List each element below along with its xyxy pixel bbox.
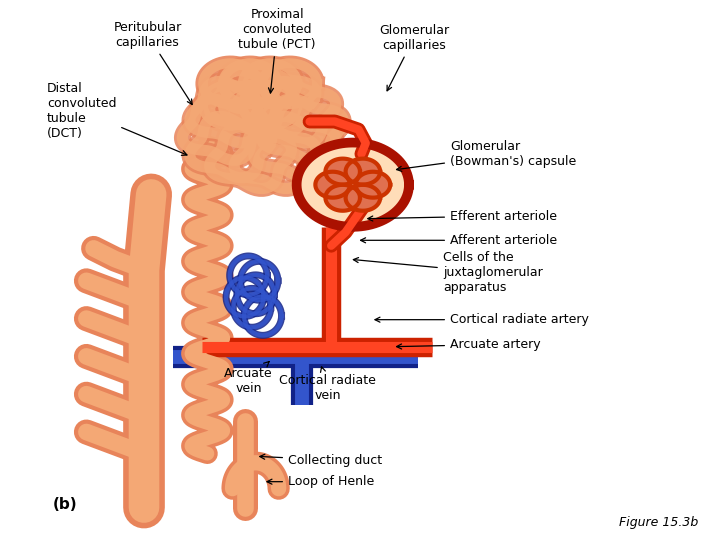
Text: Afferent arteriole: Afferent arteriole: [361, 234, 557, 247]
Polygon shape: [325, 185, 360, 211]
Text: Proximal
convoluted
tubule (PCT): Proximal convoluted tubule (PCT): [238, 8, 316, 93]
Text: Cortical radiate artery: Cortical radiate artery: [375, 313, 589, 326]
Polygon shape: [297, 143, 409, 227]
Polygon shape: [346, 159, 380, 185]
Polygon shape: [346, 185, 380, 211]
Text: Glomerular
(Bowman's) capsule: Glomerular (Bowman's) capsule: [397, 140, 576, 171]
Text: Efferent arteriole: Efferent arteriole: [368, 210, 557, 222]
Text: Arcuate
vein: Arcuate vein: [224, 362, 273, 395]
Text: Loop of Henle: Loop of Henle: [267, 475, 374, 488]
Text: Distal
convoluted
tubule
(DCT): Distal convoluted tubule (DCT): [47, 82, 187, 156]
Text: Peritubular
capillaries: Peritubular capillaries: [114, 21, 192, 104]
Text: Glomerular
capillaries: Glomerular capillaries: [379, 24, 449, 91]
Polygon shape: [315, 172, 350, 198]
Text: Figure 15.3b: Figure 15.3b: [619, 516, 698, 529]
Polygon shape: [356, 172, 390, 198]
Text: Arcuate artery: Arcuate artery: [397, 338, 541, 351]
Text: Collecting duct: Collecting duct: [260, 454, 382, 467]
Polygon shape: [325, 159, 360, 185]
Text: (b): (b): [53, 497, 77, 512]
Text: Cortical radiate
vein: Cortical radiate vein: [279, 367, 376, 402]
Text: Cells of the
juxtaglomerular
apparatus: Cells of the juxtaglomerular apparatus: [354, 251, 543, 294]
